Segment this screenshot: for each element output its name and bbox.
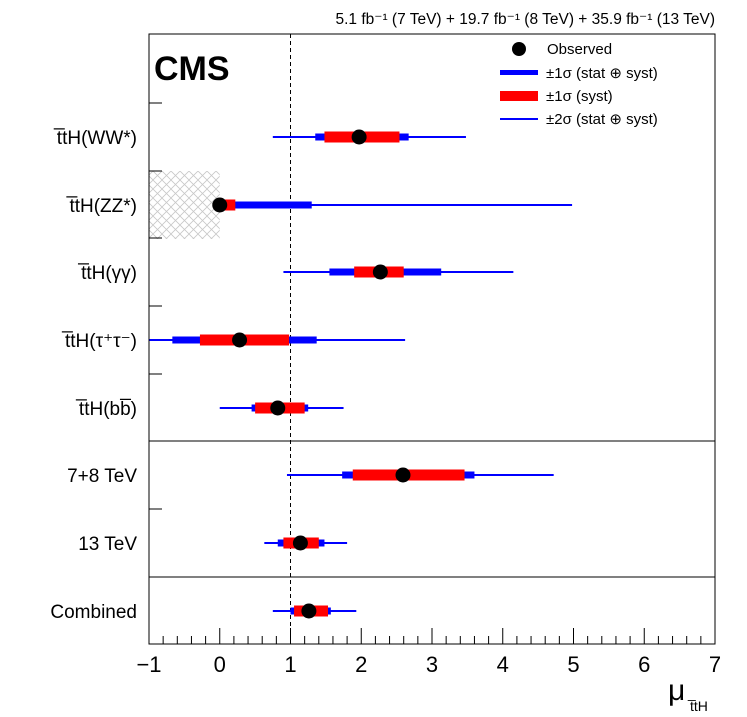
sigma1-total-bar-1 xyxy=(219,201,312,209)
sigma1-syst-bar-1 xyxy=(219,199,236,211)
plot-frame xyxy=(148,33,716,645)
x-tick-label-1: 0 xyxy=(214,652,226,677)
channel-label-2: t̅tH(γγ) xyxy=(77,263,137,284)
x-tick-label-3: 2 xyxy=(355,652,367,677)
observed-point-2 xyxy=(372,264,388,280)
legend-sigma1-total-swatch xyxy=(500,70,538,75)
legend-sigma1-total-label: ±1σ (stat ⊕ syst) xyxy=(546,65,658,82)
x-tick-label-0: −1 xyxy=(136,652,161,677)
observed-point-4 xyxy=(270,400,286,416)
plot-area: −1 0 1 2 3 4 5 6 7 t̅tH(WW*) t̅tH(ZZ*) t̅tH(γγ) t̅tH… xyxy=(50,34,721,677)
x-axis-label: μ xyxy=(668,674,685,707)
channel-label-1: t̅tH(ZZ*) xyxy=(66,196,137,217)
channel-label-3: t̅tH(τ⁺τ⁻) xyxy=(61,331,137,352)
x-tick-label-7: 6 xyxy=(638,652,650,677)
x-tick-label-6: 5 xyxy=(567,652,579,677)
x-tick-label-4: 3 xyxy=(426,652,438,677)
legend-sigma1-syst-label: ±1σ (syst) xyxy=(546,88,613,105)
observed-point-7 xyxy=(301,603,317,619)
legend-sigma1-syst-swatch xyxy=(500,91,538,101)
x-tick-label-2: 1 xyxy=(284,652,296,677)
x-tick-label-5: 4 xyxy=(497,652,509,677)
observed-point-5 xyxy=(395,467,411,483)
cms-title: CMS xyxy=(154,50,230,88)
observed-point-3 xyxy=(232,332,248,348)
legend-observed-label: Observed xyxy=(547,41,612,58)
legend-sigma2-total-label: ±2σ (stat ⊕ syst) xyxy=(546,111,658,128)
lumi-text: 5.1 fb⁻¹ (7 TeV) + 19.7 fb⁻¹ (8 TeV) + 3… xyxy=(335,11,715,28)
observed-point-1 xyxy=(212,197,228,213)
x-tick-label-8: 7 xyxy=(709,652,721,677)
legend-observed-marker xyxy=(512,42,526,56)
x-axis-label-main: μ xyxy=(668,674,685,707)
excluded-region-1 xyxy=(149,171,220,239)
x-axis-label-sub: t̅tH xyxy=(687,698,708,714)
observed-point-0 xyxy=(351,129,367,145)
channel-label-5: 7+8 TeV xyxy=(67,466,137,487)
legend: Observed ±1σ (stat ⊕ syst) ±1σ (syst) ±2… xyxy=(500,41,658,128)
observed-point-6 xyxy=(292,535,308,551)
channel-label-4: t̅tH(bb̅) xyxy=(75,399,137,420)
channel-label-0: t̅tH(WW*) xyxy=(53,128,137,149)
channel-label-7: Combined xyxy=(50,602,137,623)
channel-label-6: 13 TeV xyxy=(78,534,137,555)
